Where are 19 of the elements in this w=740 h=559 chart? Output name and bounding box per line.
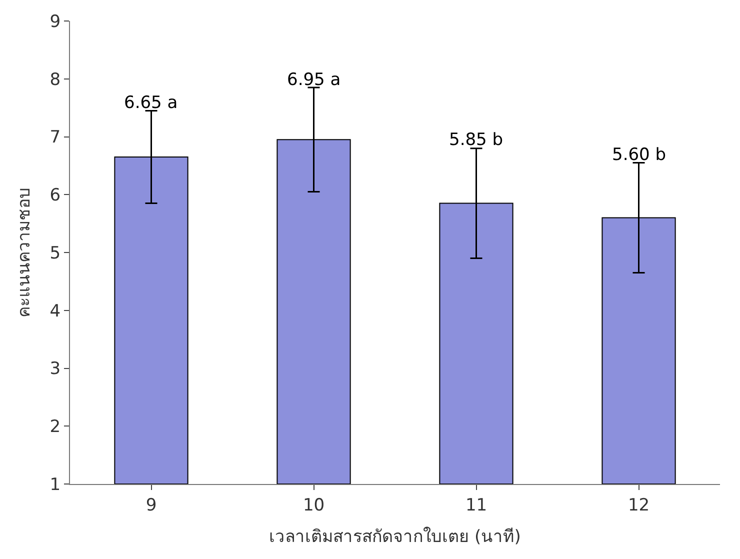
data-label: 5.60 b xyxy=(612,145,666,165)
y-tick-label: 4 xyxy=(50,301,61,322)
y-tick-label: 6 xyxy=(50,186,61,206)
y-axis-title: คะแนนความชอบ xyxy=(14,188,34,318)
x-axis-title: เวลาเติมสารสกัดจากใบเตย (นาที) xyxy=(269,526,521,547)
y-tick-label: 8 xyxy=(50,70,61,90)
y-tick-label: 2 xyxy=(50,417,61,438)
y-tick-label: 9 xyxy=(50,12,61,32)
x-tick-label: 12 xyxy=(628,495,650,516)
y-tick-label: 3 xyxy=(50,359,61,380)
data-label: 5.85 b xyxy=(449,130,504,150)
y-tick-label: 1 xyxy=(50,474,61,495)
data-label: 6.95 a xyxy=(287,70,341,90)
x-tick-label: 9 xyxy=(146,495,157,516)
x-tick-label: 10 xyxy=(302,495,325,516)
y-tick-label: 5 xyxy=(50,243,61,264)
y-tick-label: 7 xyxy=(50,128,61,148)
data-label: 6.65 a xyxy=(124,93,178,113)
x-tick-label: 11 xyxy=(465,495,488,516)
